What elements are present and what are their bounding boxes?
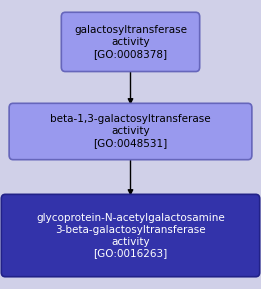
Text: glycoprotein-N-acetylgalactosamine
3-beta-galactosyltransferase
activity
[GO:001: glycoprotein-N-acetylgalactosamine 3-bet…: [36, 212, 225, 259]
FancyBboxPatch shape: [1, 194, 260, 277]
FancyBboxPatch shape: [61, 12, 200, 71]
Text: beta-1,3-galactosyltransferase
activity
[GO:0048531]: beta-1,3-galactosyltransferase activity …: [50, 114, 211, 149]
Text: galactosyltransferase
activity
[GO:0008378]: galactosyltransferase activity [GO:00083…: [74, 25, 187, 59]
FancyBboxPatch shape: [9, 103, 252, 160]
